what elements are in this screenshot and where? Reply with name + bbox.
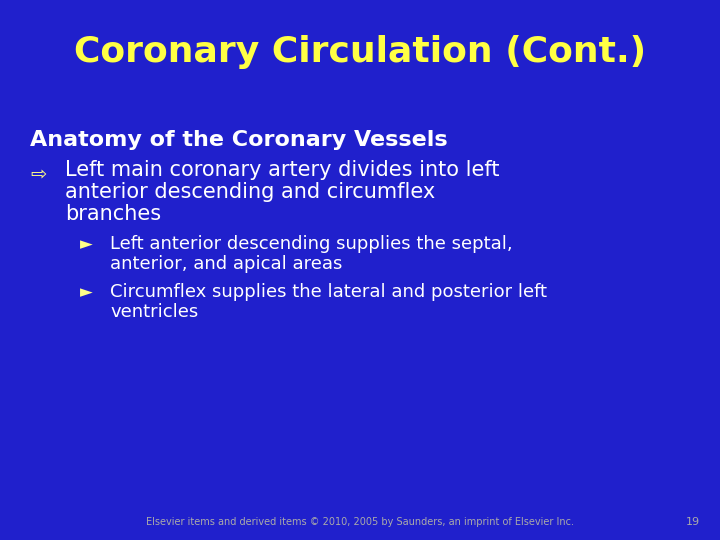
Text: Coronary Circulation (Cont.): Coronary Circulation (Cont.) <box>74 35 646 69</box>
Text: 19: 19 <box>686 517 700 527</box>
Text: Circumflex supplies the lateral and posterior left: Circumflex supplies the lateral and post… <box>110 283 547 301</box>
Text: ►: ► <box>80 235 93 253</box>
Text: ventricles: ventricles <box>110 303 198 321</box>
Text: branches: branches <box>65 204 161 224</box>
Text: anterior, and apical areas: anterior, and apical areas <box>110 255 343 273</box>
Text: Anatomy of the Coronary Vessels: Anatomy of the Coronary Vessels <box>30 130 448 150</box>
Text: ►: ► <box>80 283 93 301</box>
Text: anterior descending and circumflex: anterior descending and circumflex <box>65 182 436 202</box>
Text: Elsevier items and derived items © 2010, 2005 by Saunders, an imprint of Elsevie: Elsevier items and derived items © 2010,… <box>146 517 574 527</box>
Text: Left main coronary artery divides into left: Left main coronary artery divides into l… <box>65 160 500 180</box>
Text: Left anterior descending supplies the septal,: Left anterior descending supplies the se… <box>110 235 513 253</box>
Text: ⇨: ⇨ <box>30 165 46 185</box>
